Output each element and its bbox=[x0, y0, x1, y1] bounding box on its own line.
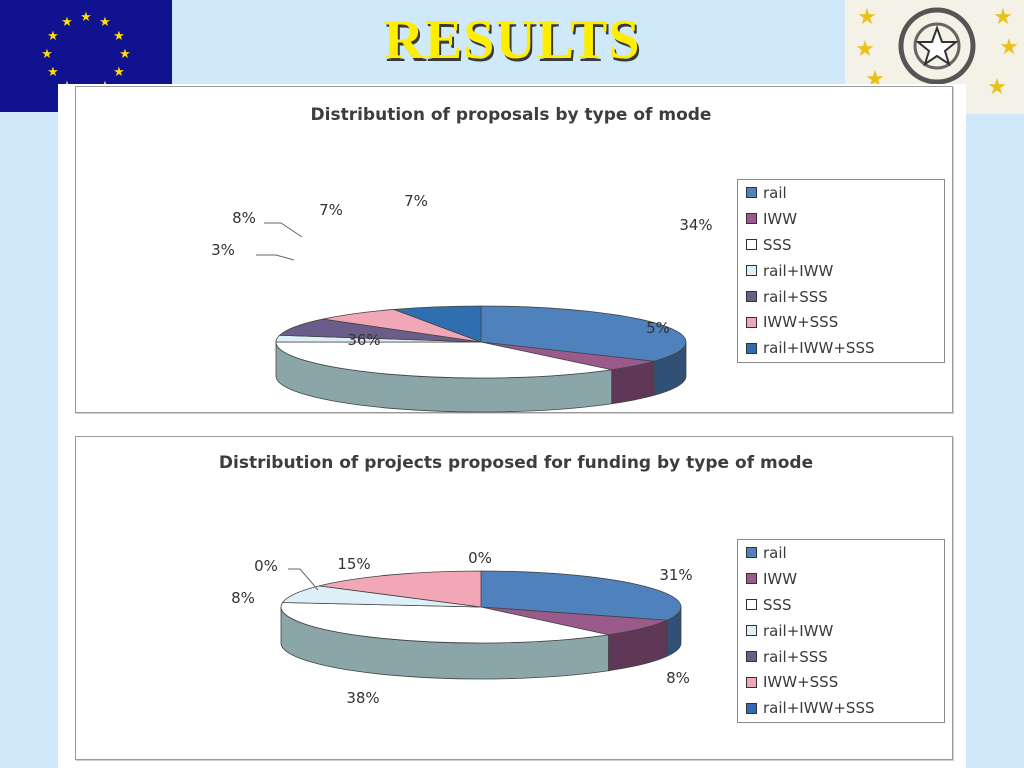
legend-label: rail+IWW+SSS bbox=[763, 699, 875, 718]
pie-slice-SSS bbox=[275, 341, 612, 379]
svg-text:★: ★ bbox=[119, 47, 131, 62]
data-label-IWW+SSS: 15% bbox=[337, 555, 370, 573]
data-label-rail+IWW: 8% bbox=[231, 589, 255, 607]
data-label-SSS: 36% bbox=[347, 331, 380, 349]
legend-item-rail+SSS: rail+SSS bbox=[738, 284, 944, 310]
data-label-SSS: 38% bbox=[346, 689, 379, 707]
legend-swatch bbox=[746, 547, 757, 559]
legend-label: rail bbox=[763, 183, 787, 202]
pie-slice-SSS bbox=[280, 602, 609, 644]
pie-slice-rail+IWW+SSS bbox=[393, 305, 482, 343]
legend-item-rail: rail bbox=[738, 180, 944, 206]
svg-text:★: ★ bbox=[61, 15, 73, 30]
svg-text:★: ★ bbox=[47, 29, 59, 44]
svg-text:★: ★ bbox=[987, 75, 1007, 100]
data-label-IWW: 8% bbox=[666, 669, 690, 687]
legend-item-rail+IWW: rail+IWW bbox=[738, 618, 944, 644]
legend-label: IWW bbox=[763, 209, 798, 228]
legend-item-SSS: SSS bbox=[738, 592, 944, 618]
legend-item-IWW+SSS: IWW+SSS bbox=[738, 309, 944, 335]
legend-item-rail: rail bbox=[738, 540, 944, 566]
svg-text:★: ★ bbox=[993, 5, 1013, 30]
pie-slice-rail+IWW bbox=[281, 585, 482, 608]
leader-line bbox=[288, 568, 319, 591]
legend-label: rail+SSS bbox=[763, 647, 828, 666]
legend-label: IWW+SSS bbox=[763, 673, 839, 692]
legend-swatch bbox=[746, 213, 757, 225]
chart-title: Distribution of proposals by type of mod… bbox=[310, 105, 712, 125]
data-label-rail+IWW: 3% bbox=[211, 241, 235, 259]
legend-item-rail+IWW+SSS: rail+IWW+SSS bbox=[738, 335, 944, 361]
chart-title: Distribution of projects proposed for fu… bbox=[218, 453, 814, 473]
svg-text:★: ★ bbox=[857, 5, 877, 30]
legend-label: rail+SSS bbox=[763, 287, 828, 306]
legend-item-rail+IWW: rail+IWW bbox=[738, 258, 944, 284]
svg-text:★: ★ bbox=[80, 10, 92, 25]
svg-text:★: ★ bbox=[999, 35, 1019, 60]
slide-title: RESULTS bbox=[383, 9, 641, 71]
svg-text:★: ★ bbox=[855, 37, 875, 62]
legend-label: SSS bbox=[763, 595, 792, 614]
pie-slice-rail+SSS bbox=[278, 318, 482, 343]
legend-label: SSS bbox=[763, 235, 792, 254]
svg-text:★: ★ bbox=[47, 65, 59, 80]
legend-swatch bbox=[746, 573, 757, 585]
legend-item-IWW+SSS: IWW+SSS bbox=[738, 669, 944, 695]
legend-swatch bbox=[746, 599, 757, 611]
legend-label: rail bbox=[763, 543, 787, 562]
legend-label: rail+IWW+SSS bbox=[763, 339, 875, 358]
data-label-rail: 31% bbox=[659, 566, 692, 584]
legend-swatch bbox=[746, 239, 757, 251]
legend-item-IWW: IWW bbox=[738, 566, 944, 592]
legend-swatch bbox=[746, 187, 757, 199]
pie-chart: 34% 5% 36% 3% 8% 7% 7% bbox=[211, 192, 713, 413]
data-label-rail+IWW+SSS: 0% bbox=[468, 549, 492, 567]
chart-panel-funded-projects: Distribution of projects proposed for fu… bbox=[75, 436, 953, 760]
data-label-IWW+SSS: 7% bbox=[319, 201, 343, 219]
legend-label: IWW bbox=[763, 569, 798, 588]
pie-slice-IWW bbox=[480, 606, 668, 636]
data-label-rail+SSS: 8% bbox=[232, 209, 256, 227]
legend-swatch bbox=[746, 702, 757, 714]
legend-item-rail+IWW+SSS: rail+IWW+SSS bbox=[738, 695, 944, 721]
data-label-rail+IWW+SSS: 7% bbox=[404, 192, 428, 210]
data-label-rail: 34% bbox=[679, 216, 712, 234]
legend-swatch bbox=[746, 676, 757, 688]
chart-panel-proposals: Distribution of proposals by type of mod… bbox=[75, 86, 953, 413]
svg-text:★: ★ bbox=[113, 29, 125, 44]
data-label-rail+SSS: 0% bbox=[254, 557, 278, 575]
data-label-IWW: 5% bbox=[646, 319, 670, 337]
pie-chart: 31% 8% 38% 8% 0% 15% 0% bbox=[231, 549, 693, 707]
leader-line bbox=[256, 254, 295, 261]
legend-item-SSS: SSS bbox=[738, 232, 944, 258]
legend-item-IWW: IWW bbox=[738, 206, 944, 232]
svg-text:★: ★ bbox=[41, 47, 53, 62]
chart-legend: rail IWW SSS rail+IWW rail+SSS IWW+SSS rail+IW… bbox=[737, 539, 945, 723]
pie-slice-rail bbox=[480, 570, 682, 621]
legend-swatch bbox=[746, 316, 757, 328]
legend-item-rail+SSS: rail+SSS bbox=[738, 644, 944, 670]
legend-swatch bbox=[746, 651, 757, 662]
legend-swatch bbox=[746, 265, 757, 277]
pie-slice-IWW+SSS bbox=[319, 570, 482, 608]
legend-swatch bbox=[746, 625, 757, 637]
svg-text:★: ★ bbox=[113, 65, 125, 80]
chart-legend: rail IWW SSS rail+IWW rail+SSS IWW+SSS rail+IW… bbox=[737, 179, 945, 363]
svg-text:★: ★ bbox=[99, 15, 111, 30]
legend-label: rail+IWW bbox=[763, 621, 834, 640]
legend-swatch bbox=[746, 291, 757, 302]
legend-label: IWW+SSS bbox=[763, 313, 839, 332]
leader-line bbox=[264, 222, 303, 238]
legend-label: rail+IWW bbox=[763, 261, 834, 280]
legend-swatch bbox=[746, 342, 757, 354]
